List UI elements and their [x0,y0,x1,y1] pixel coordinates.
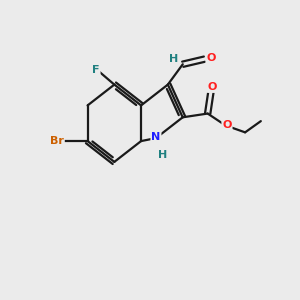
Text: H: H [169,54,178,64]
Text: O: O [206,52,216,63]
Text: F: F [92,65,100,75]
Text: N: N [151,132,160,142]
Text: Br: Br [50,136,64,146]
Text: H: H [158,150,167,160]
Text: O: O [208,82,217,92]
Text: O: O [222,120,232,130]
